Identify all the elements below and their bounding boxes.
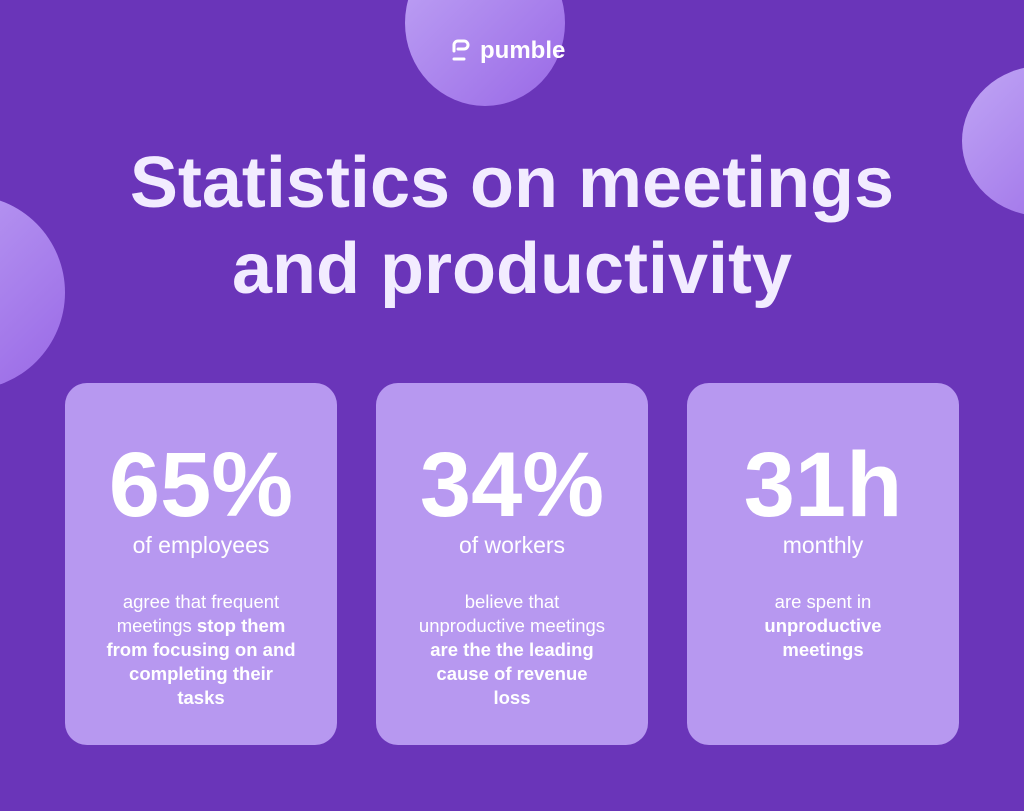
stat-value: 65%: [108, 434, 294, 536]
stat-card: 34% of workers believe that unproductive m…: [376, 383, 648, 745]
stat-label: monthly: [782, 532, 864, 558]
stat-value: 31h: [743, 434, 903, 536]
description-text: are spent in: [774, 591, 872, 612]
description-text: believe that unproductive meetings: [418, 591, 606, 636]
title-line: and productivity: [231, 229, 793, 309]
description-bold: are the the leading cause of revenue los…: [430, 639, 594, 708]
logo-text: pumble: [480, 37, 566, 64]
title-line: Statistics on meetings: [129, 143, 895, 223]
stat-card: 31h monthly are spent in unproductive meet…: [687, 383, 959, 745]
logo: pumble: [450, 34, 565, 68]
description-text: agree that frequent meetings: [116, 591, 280, 636]
logo-icon: [452, 39, 470, 61]
stat-description: believe that unproductive meetings are t…: [416, 590, 608, 710]
stat-label: of employees: [132, 532, 270, 558]
title: Statistics on meetings and productivity: [0, 140, 1024, 312]
stat-label: of workers: [458, 532, 566, 558]
description-bold: unproductive meetings: [764, 615, 882, 660]
stat-description: are spent in unproductive meetings: [727, 590, 919, 662]
stat-value: 34%: [419, 434, 605, 536]
stat-description: agree that frequent meetings stop them f…: [105, 590, 297, 710]
description-bold: stop them from focusing on and completin…: [106, 615, 296, 708]
stat-card: 65% of employees agree that frequent meeti…: [65, 383, 337, 745]
